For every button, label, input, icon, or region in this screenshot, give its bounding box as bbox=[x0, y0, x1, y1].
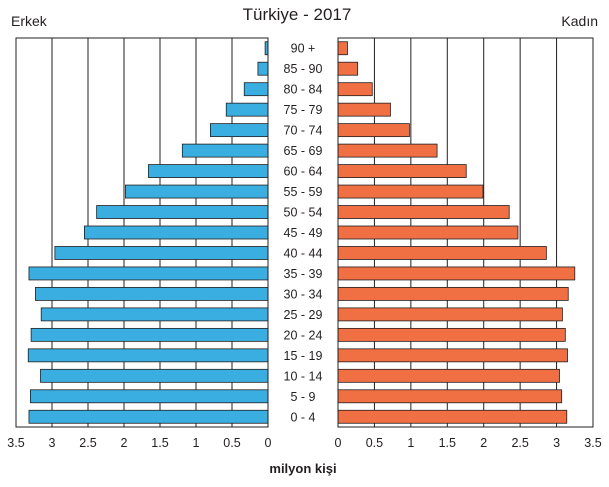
female-bar bbox=[337, 246, 547, 260]
right-x-tick-label: 3.5 bbox=[584, 436, 601, 450]
left-x-tick-label: 1.5 bbox=[151, 436, 168, 450]
male-bar bbox=[84, 225, 269, 240]
left-x-tick-label: 2.5 bbox=[79, 436, 96, 450]
age-group-label: 70 - 74 bbox=[284, 124, 323, 138]
female-bar bbox=[337, 143, 438, 158]
age-group-label: 45 - 49 bbox=[284, 226, 323, 240]
female-bar bbox=[337, 225, 519, 240]
x-axis-label: milyon kişi bbox=[269, 461, 336, 476]
age-group-label: 55 - 59 bbox=[284, 185, 323, 199]
left-plot-frame bbox=[15, 37, 269, 428]
right-plot-frame bbox=[337, 37, 594, 428]
age-group-label: 60 - 64 bbox=[284, 165, 323, 179]
female-bar bbox=[337, 123, 410, 138]
age-group-label: 85 - 90 bbox=[284, 62, 323, 76]
female-bar bbox=[337, 184, 484, 199]
female-bar bbox=[337, 164, 467, 178]
male-bar bbox=[28, 409, 269, 424]
female-bar bbox=[337, 389, 563, 404]
left-x-tick-labels: 3.5 3 2.5 2 1.5 1 0.5 0 bbox=[7, 436, 271, 450]
female-bar bbox=[337, 41, 348, 56]
age-group-label: 25 - 29 bbox=[284, 308, 323, 322]
male-bar bbox=[243, 82, 269, 97]
male-bar bbox=[96, 205, 269, 219]
age-group-label: 35 - 39 bbox=[284, 267, 323, 281]
female-bar bbox=[337, 61, 359, 76]
left-x-tick-label: 3 bbox=[49, 436, 56, 450]
male-bar bbox=[181, 143, 269, 158]
right-panel-label: Kadın bbox=[561, 13, 598, 29]
age-group-label: 10 - 14 bbox=[284, 369, 323, 383]
male-bar bbox=[148, 164, 269, 178]
right-x-tick-label: 3 bbox=[553, 436, 560, 450]
male-bar bbox=[257, 61, 269, 76]
age-group-label: 20 - 24 bbox=[284, 328, 323, 342]
female-bar bbox=[337, 307, 563, 322]
female-bar bbox=[337, 266, 576, 281]
male-bar bbox=[28, 266, 269, 281]
right-x-tick-label: 2.5 bbox=[511, 436, 528, 450]
female-bar bbox=[337, 409, 568, 424]
age-group-label: 5 - 9 bbox=[290, 390, 315, 404]
right-x-tick-label: 1 bbox=[407, 436, 414, 450]
age-group-label: 80 - 84 bbox=[284, 83, 323, 97]
left-x-tick-label: 0 bbox=[265, 436, 272, 450]
right-x-tick-label: 2 bbox=[480, 436, 487, 450]
male-bar bbox=[29, 389, 269, 404]
female-bar bbox=[337, 205, 510, 219]
male-bar bbox=[209, 123, 269, 138]
male-bar bbox=[125, 184, 269, 199]
age-group-label: 30 - 34 bbox=[284, 287, 323, 301]
male-bar bbox=[30, 327, 269, 342]
right-x-tick-labels: 0 0.5 1 1.5 2 2.5 3 3.5 bbox=[335, 436, 602, 450]
male-bar bbox=[40, 307, 269, 322]
left-panel-label: Erkek bbox=[11, 13, 48, 29]
left-x-tick-label: 2 bbox=[121, 436, 128, 450]
age-group-label: 90 + bbox=[291, 42, 316, 56]
right-x-tick-label: 0 bbox=[335, 436, 342, 450]
right-x-tick-label: 1.5 bbox=[439, 436, 456, 450]
age-group-label: 40 - 44 bbox=[284, 246, 323, 260]
female-bar bbox=[337, 348, 568, 363]
female-bar bbox=[337, 82, 373, 97]
left-x-tick-label: 3.5 bbox=[7, 436, 24, 450]
chart-title: Türkiye - 2017 bbox=[243, 5, 352, 24]
left-x-tick-label: 1 bbox=[193, 436, 200, 450]
female-bar bbox=[337, 368, 560, 383]
female-bar bbox=[337, 287, 569, 301]
female-bars bbox=[337, 41, 576, 424]
age-group-label: 50 - 54 bbox=[284, 206, 323, 220]
female-bar bbox=[337, 102, 391, 117]
male-bar bbox=[35, 287, 269, 301]
male-bar bbox=[40, 368, 269, 383]
male-bar bbox=[54, 246, 269, 260]
male-bar bbox=[27, 348, 269, 363]
age-group-labels: 90 + 85 - 90 80 - 84 75 - 79 70 - 74 65 - 69 6… bbox=[284, 42, 323, 425]
female-bar bbox=[337, 327, 566, 342]
left-x-tick-label: 0.5 bbox=[223, 436, 240, 450]
age-group-label: 15 - 19 bbox=[284, 349, 323, 363]
male-bar bbox=[225, 102, 269, 117]
male-bars bbox=[27, 41, 269, 424]
age-group-label: 75 - 79 bbox=[284, 103, 323, 117]
age-group-label: 65 - 69 bbox=[284, 144, 323, 158]
age-group-label: 0 - 4 bbox=[290, 410, 315, 424]
right-x-tick-label: 0.5 bbox=[366, 436, 383, 450]
